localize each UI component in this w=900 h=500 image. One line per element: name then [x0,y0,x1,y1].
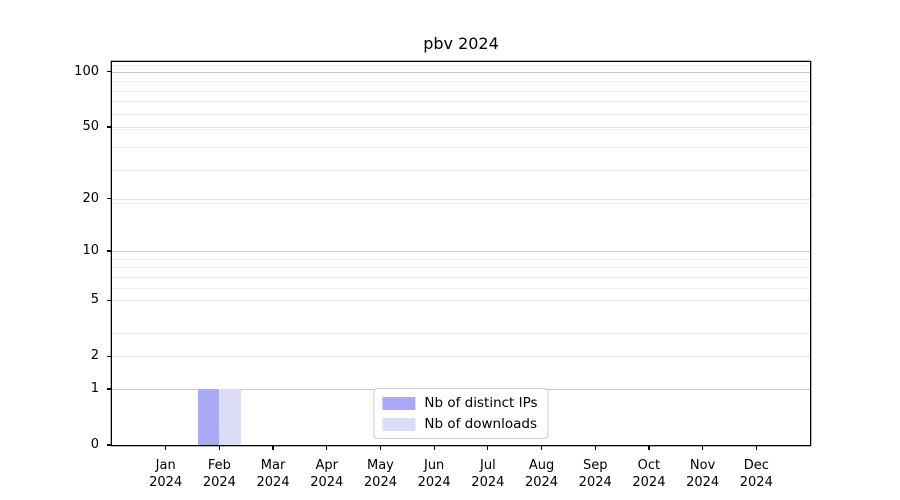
x-tick-label-mar: Mar 2024 [256,458,290,490]
x-tick-mark [433,446,435,451]
plot-area: Nb of distinct IPs Nb of downloads [112,62,810,445]
legend: Nb of distinct IPs Nb of downloads [373,388,549,439]
y-tick-mark [107,126,111,128]
x-tick-mark [487,446,489,451]
y-tick-mark [107,444,111,446]
x-tick-label-apr: Apr 2024 [310,458,344,490]
x-tick-mark [594,446,596,451]
y-tick-mark [107,71,111,73]
gridline-minor [112,64,810,66]
gridline-minor [112,276,810,278]
y-tick-mark [107,198,111,200]
legend-label-downloads: Nb of downloads [424,416,537,432]
legend-entry-downloads: Nb of downloads [382,416,537,432]
legend-swatch-downloads [382,417,416,431]
gridline-minor [112,267,810,269]
x-tick-label-nov: Nov 2024 [686,458,720,490]
x-tick-label-sep: Sep 2024 [578,458,612,490]
y-tick-label-2: 2 [90,348,99,364]
gridline-major [112,300,810,302]
x-tick-label-jul: Jul 2024 [471,458,505,490]
gridline-major [112,127,810,129]
gridline-major [112,198,810,200]
x-tick-label-may: May 2024 [363,458,397,490]
y-tick-label-100: 100 [74,63,99,79]
x-tick-label-aug: Aug 2024 [524,458,559,490]
x-tick-mark [326,446,328,451]
y-tick-label-5: 5 [90,292,99,308]
gridline-major [112,356,810,358]
bar-feb-series0 [197,388,220,445]
chart-title: pbv 2024 [423,34,499,53]
x-tick-mark [379,446,382,451]
gridline-minor [112,113,810,115]
gridline-minor [112,258,810,260]
gridline-minor [112,287,810,289]
gridline-minor [112,202,810,204]
x-tick-mark [272,446,274,451]
x-tick-mark [218,446,220,451]
y-tick-label-10: 10 [82,243,99,259]
bar-feb-series1 [219,388,241,445]
x-tick-label-oct: Oct 2024 [632,458,666,490]
y-tick-mark [107,388,111,390]
x-tick-label-jan: Jan 2024 [149,458,183,490]
x-tick-mark [165,446,167,451]
legend-label-distinct-ips: Nb of distinct IPs [424,395,538,411]
legend-entry-distinct-ips: Nb of distinct IPs [382,395,538,411]
gridline-minor [112,81,810,83]
y-tick-label-0: 0 [90,437,99,452]
gridline-minor [112,169,810,171]
x-tick-mark [648,446,650,451]
y-tick-mark [107,355,111,357]
x-tick-label-feb: Feb 2024 [202,458,236,490]
gridline-minor [112,146,810,148]
gridline-major-emphasized [112,251,810,253]
x-tick-mark [755,446,757,451]
gridline-minor [112,90,810,92]
x-tick-mark [702,446,704,451]
y-tick-mark [107,250,111,252]
y-tick-label-50: 50 [82,119,99,135]
x-tick-label-jun: Jun 2024 [417,458,451,490]
x-tick-label-dec: Dec 2024 [739,458,773,490]
y-tick-mark [107,299,111,301]
gridline-major-emphasized [112,71,810,73]
gridline-minor [112,128,810,130]
y-tick-label-20: 20 [82,190,99,206]
y-tick-label-1: 1 [90,380,99,396]
gridline-minor [112,332,810,334]
legend-swatch-distinct-ips [382,396,416,410]
gridline-minor [112,101,810,103]
x-tick-mark [540,446,543,451]
